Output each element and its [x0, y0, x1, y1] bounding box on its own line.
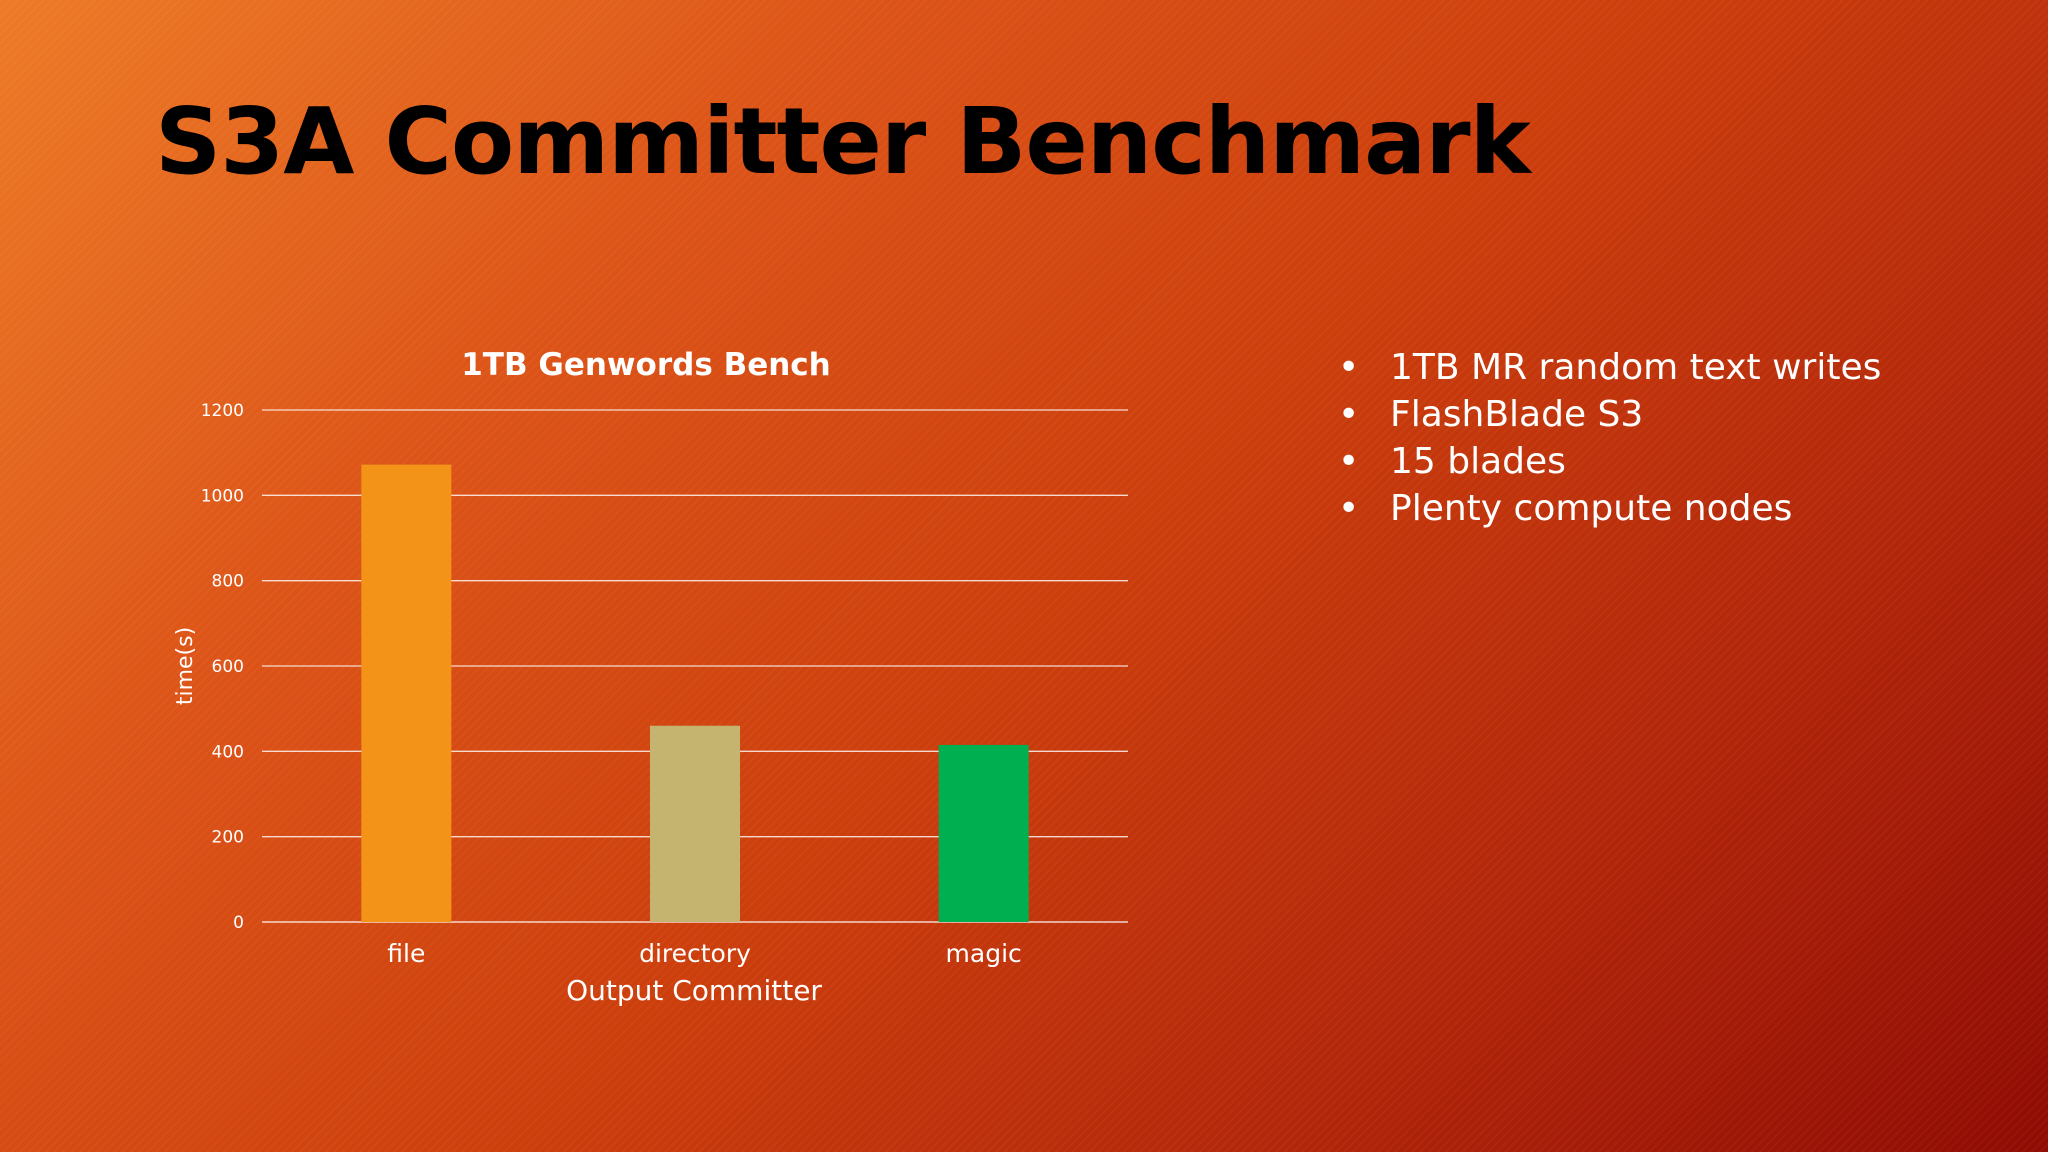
y-tick-label: 200 — [212, 828, 244, 848]
y-tick-label: 1200 — [201, 401, 244, 421]
bullet-item: 15 blades — [1338, 438, 1881, 485]
category-label-magic: magic — [946, 939, 1022, 968]
y-tick-label: 600 — [212, 657, 244, 677]
category-label-file: file — [387, 939, 425, 968]
bullet-list: 1TB MR random text writes FlashBlade S3 … — [1338, 344, 1881, 532]
bar-chart: 1TB Genwords Bench 0 200 400 600 800 1000 1200… — [160, 330, 1170, 1030]
y-tick-label: 0 — [233, 913, 244, 933]
bar-magic — [938, 744, 1029, 922]
bullet-item: 1TB MR random text writes — [1338, 344, 1881, 391]
slide-title: S3A Committer Benchmark — [155, 88, 1531, 195]
bullet-item: FlashBlade S3 — [1338, 391, 1881, 438]
category-labels: file directory magic — [387, 939, 1021, 968]
x-axis-title: Output Committer — [566, 974, 822, 1007]
bars — [361, 464, 1029, 922]
y-tick-label: 800 — [212, 572, 244, 592]
bullet-item: Plenty compute nodes — [1338, 485, 1881, 532]
y-axis-title: time(s) — [173, 627, 198, 705]
y-tick-labels: 0 200 400 600 800 1000 1200 — [201, 401, 244, 933]
bar-file — [361, 464, 452, 922]
y-tick-label: 1000 — [201, 486, 244, 506]
bar-directory — [650, 725, 740, 922]
y-tick-label: 400 — [212, 742, 244, 762]
category-label-directory: directory — [639, 939, 751, 968]
chart-svg: 1TB Genwords Bench 0 200 400 600 800 1000 1200… — [173, 347, 1128, 1007]
chart-title: 1TB Genwords Bench — [461, 347, 831, 383]
